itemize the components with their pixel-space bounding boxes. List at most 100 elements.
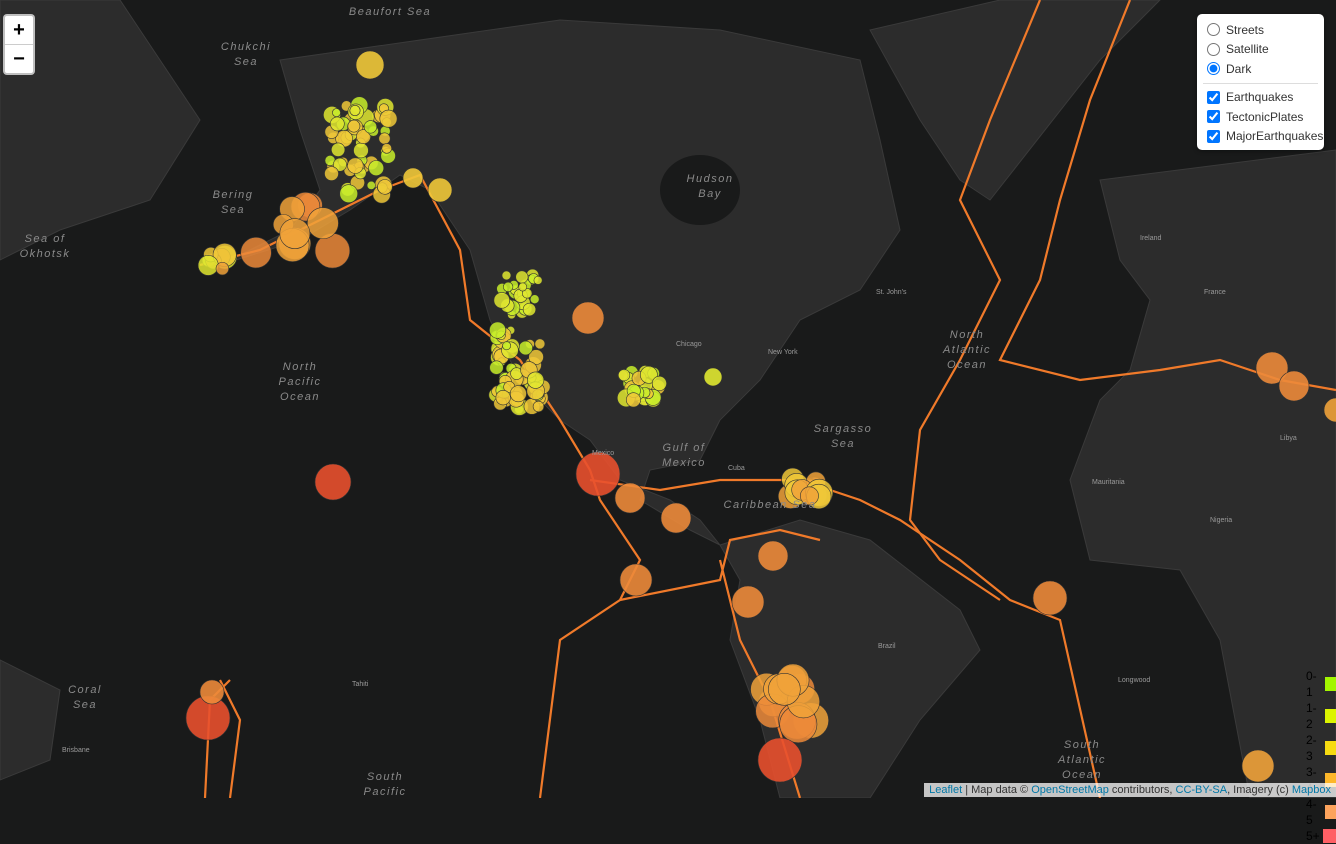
earthquake bbox=[364, 121, 377, 134]
city-label: Tahiti bbox=[352, 681, 369, 688]
radio[interactable] bbox=[1207, 62, 1220, 75]
city-label: Mexico bbox=[592, 450, 614, 457]
layer-option[interactable]: Streets bbox=[1197, 20, 1324, 40]
earthquake bbox=[198, 255, 218, 275]
map-label: North bbox=[283, 361, 317, 373]
link[interactable]: CC-BY-SA bbox=[1176, 784, 1228, 796]
map-label: Sea of bbox=[25, 233, 66, 245]
page: { "zoom": {"in": "+", "out": "−"}, "laye… bbox=[0, 0, 1336, 798]
earthquake bbox=[347, 158, 363, 174]
layer-name: Dark bbox=[1226, 62, 1251, 76]
earthquake bbox=[200, 680, 224, 704]
earthquake bbox=[503, 282, 513, 292]
earthquake bbox=[354, 143, 369, 158]
zoom-out[interactable]: − bbox=[5, 44, 33, 73]
map-label: Gulf of bbox=[663, 442, 706, 454]
map-label: South bbox=[367, 771, 403, 783]
earthquake bbox=[428, 178, 452, 202]
earthquake bbox=[367, 181, 375, 189]
map-label: Hudson bbox=[687, 173, 734, 185]
earthquake bbox=[340, 185, 358, 203]
earthquake bbox=[380, 110, 397, 127]
map-label: Mexico bbox=[662, 457, 706, 469]
earthquake bbox=[325, 167, 339, 181]
map-label: Ocean bbox=[280, 391, 320, 403]
link[interactable]: Mapbox bbox=[1292, 784, 1331, 796]
earthquake bbox=[661, 503, 691, 533]
legend-item: 4-5 bbox=[1306, 796, 1336, 828]
overlay-option[interactable]: MajorEarthquakes bbox=[1197, 127, 1324, 147]
zoom-in[interactable]: + bbox=[5, 16, 33, 44]
legend-swatch bbox=[1325, 741, 1336, 755]
map-label: Atlantic bbox=[942, 344, 991, 356]
earthquake bbox=[533, 401, 544, 412]
earthquake bbox=[626, 393, 640, 407]
checkbox[interactable] bbox=[1207, 91, 1220, 104]
city-label: New York bbox=[768, 349, 798, 356]
overlay-option[interactable]: TectonicPlates bbox=[1197, 107, 1324, 127]
layer-option[interactable]: Satellite bbox=[1197, 40, 1324, 60]
earthquake bbox=[652, 376, 666, 390]
earthquake bbox=[516, 271, 528, 283]
checkbox[interactable] bbox=[1207, 110, 1220, 123]
map-label: South bbox=[1064, 739, 1100, 751]
map-label: North bbox=[950, 329, 984, 341]
city-label: Cuba bbox=[728, 465, 745, 472]
earthquake bbox=[768, 673, 800, 705]
earthquake bbox=[615, 483, 645, 513]
link[interactable]: OpenStreetMap bbox=[1031, 784, 1109, 796]
radio[interactable] bbox=[1207, 43, 1220, 56]
earthquake bbox=[534, 276, 542, 284]
link[interactable]: Leaflet bbox=[929, 784, 962, 796]
city-label: Longwood bbox=[1118, 677, 1150, 684]
earthquake bbox=[489, 322, 505, 338]
legend-item: 1-2 bbox=[1306, 700, 1336, 732]
earthquake bbox=[510, 386, 526, 402]
city-label: Ireland bbox=[1140, 235, 1162, 242]
earthquake bbox=[332, 109, 340, 117]
legend-label: 4-5 bbox=[1306, 796, 1322, 828]
checkbox[interactable] bbox=[1207, 130, 1220, 143]
layer-option[interactable]: Dark bbox=[1197, 59, 1324, 79]
earthquake bbox=[350, 105, 360, 115]
earthquake bbox=[704, 368, 722, 386]
map-label: Pacific bbox=[279, 376, 322, 388]
city-label: Chicago bbox=[676, 341, 702, 348]
earthquake bbox=[378, 179, 393, 194]
map-label: Sargasso bbox=[814, 423, 872, 435]
legend-swatch bbox=[1325, 805, 1336, 819]
earthquake bbox=[519, 283, 527, 291]
city-label: Mauritania bbox=[1092, 479, 1125, 486]
earthquake bbox=[1033, 581, 1067, 615]
attribution: Leaflet | Map data © OpenStreetMap contr… bbox=[924, 783, 1336, 797]
earthquake bbox=[490, 361, 504, 375]
layer-name: Streets bbox=[1226, 23, 1264, 37]
earthquake bbox=[382, 143, 392, 153]
map-label: Bering bbox=[213, 189, 254, 201]
radio[interactable] bbox=[1207, 23, 1220, 36]
map-label: Ocean bbox=[947, 359, 987, 371]
earthquake bbox=[1279, 371, 1309, 401]
earthquake bbox=[572, 302, 604, 334]
separator bbox=[1203, 83, 1318, 84]
city-label: Brazil bbox=[878, 643, 896, 650]
earthquake bbox=[315, 464, 351, 500]
legend-swatch bbox=[1325, 709, 1336, 723]
earthquake bbox=[280, 219, 310, 249]
earthquake bbox=[379, 133, 390, 144]
legend-label: 2-3 bbox=[1306, 732, 1322, 764]
overlay-option[interactable]: Earthquakes bbox=[1197, 88, 1324, 108]
earthquake bbox=[535, 339, 545, 349]
overlay-name: TectonicPlates bbox=[1226, 110, 1303, 124]
attribution-text: | Map data © bbox=[962, 784, 1031, 796]
earthquake bbox=[348, 120, 360, 132]
earthquake bbox=[758, 541, 788, 571]
city-label: Brisbane bbox=[62, 747, 90, 754]
map[interactable]: North Pacific Ocean North Atlantic Ocean Sarga… bbox=[0, 0, 1336, 798]
zoom-control: + − bbox=[3, 14, 35, 75]
map-label: Coral bbox=[68, 684, 102, 696]
legend-item: 2-3 bbox=[1306, 732, 1336, 764]
legend-label: 5+ bbox=[1306, 828, 1320, 844]
map-label: Sea bbox=[234, 56, 258, 68]
earthquake bbox=[356, 51, 384, 79]
